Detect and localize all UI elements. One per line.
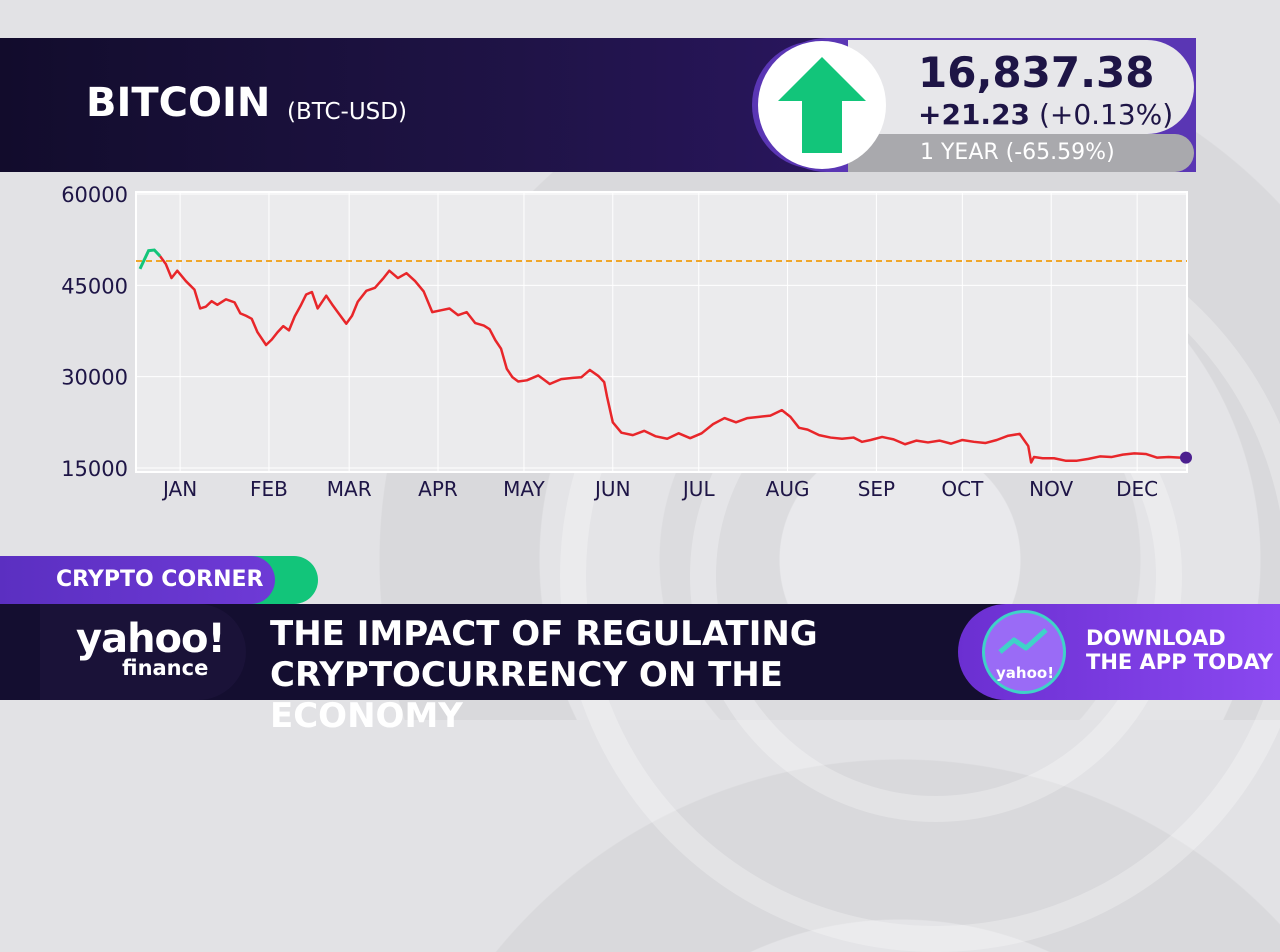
change-absolute: +21.23 xyxy=(918,98,1031,131)
x-tick-label: JAN xyxy=(161,477,197,501)
download-line-1: DOWNLOAD xyxy=(1086,626,1226,650)
x-tick-label: MAY xyxy=(503,477,545,501)
y-tick-label: 15000 xyxy=(61,457,128,481)
x-tick-label: AUG xyxy=(766,477,810,501)
price-line xyxy=(159,255,1181,464)
header-bar xyxy=(0,38,860,172)
x-tick-label: JUL xyxy=(681,477,716,501)
headline: THE IMPACT OF REGULATING CRYPTOCURRENCY … xyxy=(270,614,960,737)
quote-panel xyxy=(848,40,1194,134)
x-tick-label: NOV xyxy=(1029,477,1073,501)
trend-chart-icon xyxy=(998,628,1048,654)
x-tick-label: JUN xyxy=(593,477,631,501)
headline-line-2: CRYPTOCURRENCY ON THE ECONOMY xyxy=(270,655,783,736)
x-tick-label: SEP xyxy=(858,477,895,501)
brand-logo-sub: finance xyxy=(122,656,209,680)
change-percent: (+0.13%) xyxy=(1038,98,1174,131)
y-tick-label: 30000 xyxy=(61,366,128,390)
segment-tag-label: CRYPTO CORNER xyxy=(56,567,264,592)
brand-logo-panel xyxy=(40,604,246,700)
year-change-panel xyxy=(848,134,1194,172)
segment-tag: CRYPTO CORNER xyxy=(0,556,275,604)
brand-logo: yahoo! xyxy=(76,616,226,662)
x-tick-label: APR xyxy=(418,477,458,501)
price-change: +21.23 (+0.13%) xyxy=(918,98,1173,131)
end-marker xyxy=(1180,451,1192,464)
start-segment-line xyxy=(138,248,162,270)
direction-indicator xyxy=(758,41,886,169)
x-tick-label: OCT xyxy=(941,477,984,501)
price-chart: 60000 45000 30000 15000 JAN FEB MAR APR MAY JUN J… xyxy=(61,183,1192,501)
year-change: 1 YEAR (-65.59%) xyxy=(920,140,1115,165)
headline-line-1: THE IMPACT OF REGULATING xyxy=(270,614,818,654)
app-icon-label: yahoo! xyxy=(996,664,1055,682)
y-tick-label: 60000 xyxy=(61,183,128,207)
x-tick-label: MAR xyxy=(327,477,372,501)
asset-title: BITCOIN xyxy=(86,80,271,126)
current-price: 16,837.38 xyxy=(918,48,1155,97)
asset-ticker: (BTC-USD) xyxy=(287,99,407,125)
x-tick-label: FEB xyxy=(250,477,288,501)
download-line-2: THE APP TODAY xyxy=(1086,650,1273,674)
app-icon xyxy=(982,610,1066,694)
x-tick-label: DEC xyxy=(1116,477,1158,501)
plot-area xyxy=(135,191,1188,473)
download-text: DOWNLOAD THE APP TODAY xyxy=(1086,626,1273,674)
up-arrow-icon xyxy=(778,57,866,153)
y-tick-label: 45000 xyxy=(61,274,128,298)
